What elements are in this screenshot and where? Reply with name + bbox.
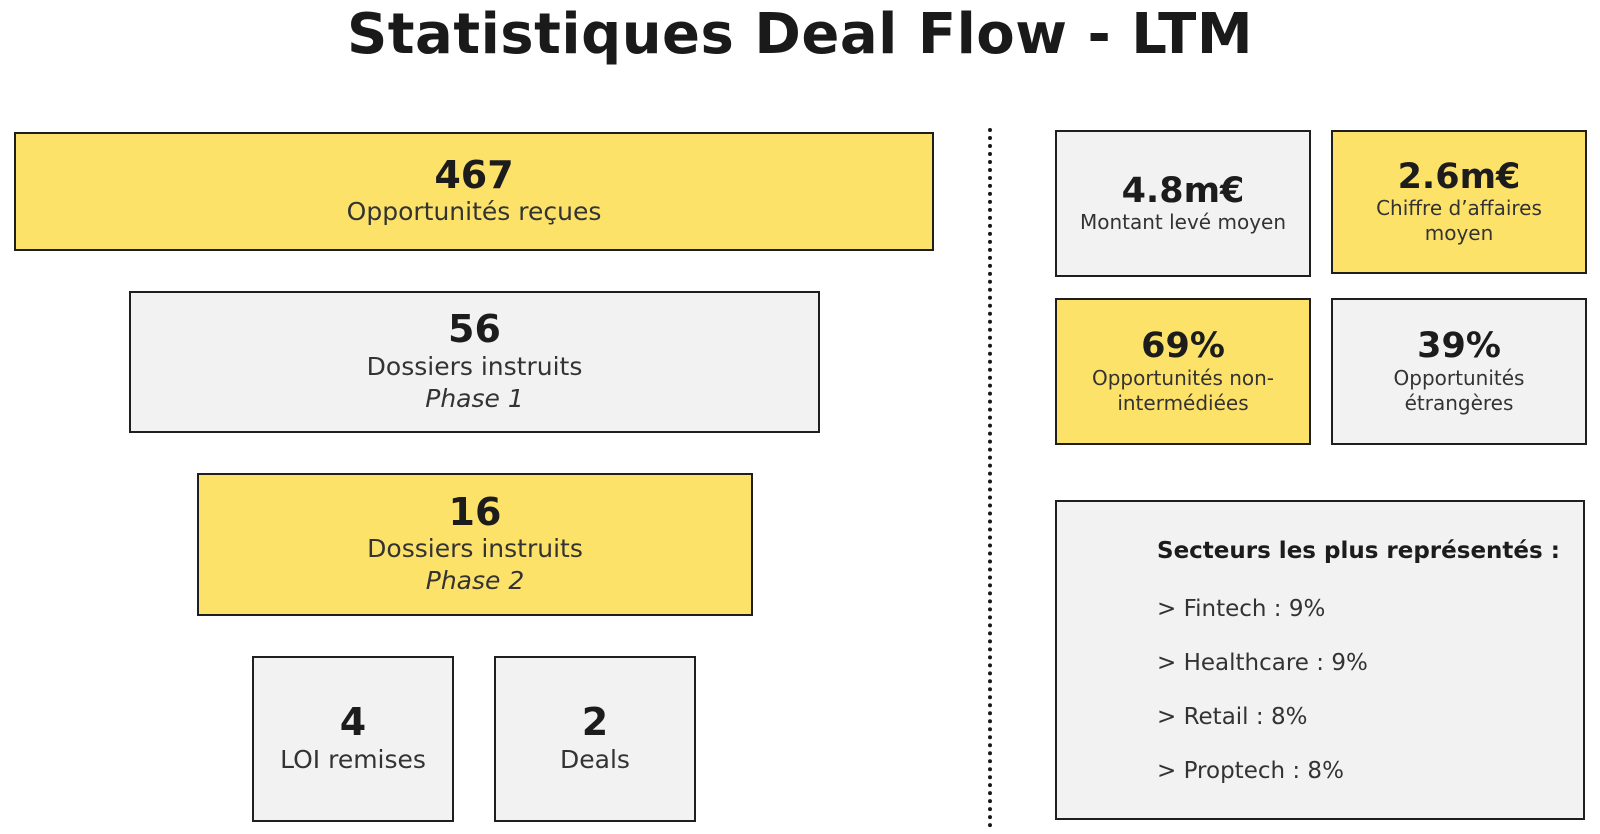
stat-label: Opportunités étrangères: [1393, 365, 1525, 415]
stat-label: Chiffre d’affaires moyen: [1376, 196, 1542, 246]
funnel-value: 16: [448, 489, 502, 534]
stat-label: Opportunités non-intermédiées: [1091, 365, 1275, 415]
stat-value: 39%: [1417, 326, 1501, 367]
sectors-heading: Secteurs les plus représentés :: [1157, 538, 1560, 564]
funnel-value: 467: [434, 152, 514, 197]
funnel-value: 4: [339, 700, 367, 745]
sectors-list: > Fintech : 9% > Healthcare : 9% > Retai…: [1157, 592, 1368, 808]
stat-foreign: 39% Opportunités étrangères: [1331, 298, 1587, 445]
funnel-deals: 2 Deals: [494, 656, 696, 822]
page-title: Statistiques Deal Flow - LTM: [346, 2, 1254, 67]
dotted-divider: [988, 128, 992, 828]
sectors-box: Secteurs les plus représentés : > Fintec…: [1055, 500, 1585, 820]
funnel-label: Opportunités reçues: [346, 197, 602, 227]
funnel-label: LOI remises: [280, 744, 426, 774]
stat-non-intermediated: 69% Opportunités non-intermédiées: [1055, 298, 1311, 445]
list-item: > Fintech : 9%: [1157, 596, 1326, 622]
list-item: > Proptech : 8%: [1157, 758, 1344, 784]
stat-average-revenue: 2.6m€ Chiffre d’affaires moyen: [1331, 130, 1587, 274]
funnel-opportunities-received: 467 Opportunités reçues: [14, 132, 934, 251]
funnel-phase-1: 56 Dossiers instruits Phase 1: [129, 291, 820, 433]
stat-value: 2.6m€: [1397, 156, 1521, 197]
stat-label: Montant levé moyen: [1079, 210, 1287, 235]
stat-average-raised: 4.8m€ Montant levé moyen: [1055, 130, 1311, 277]
funnel-phase: Phase 2: [425, 566, 525, 596]
funnel-phase: Phase 1: [425, 383, 524, 413]
funnel-value: 56: [448, 307, 501, 352]
funnel-loi: 4 LOI remises: [252, 656, 454, 822]
funnel-label: Deals: [560, 744, 630, 774]
stat-value: 69%: [1141, 326, 1225, 367]
funnel-phase-2: 16 Dossiers instruits Phase 2: [197, 473, 753, 616]
list-item: > Retail : 8%: [1157, 704, 1308, 730]
funnel-label: Dossiers instruits: [367, 534, 583, 564]
list-item: > Healthcare : 9%: [1157, 650, 1368, 676]
stat-value: 4.8m€: [1121, 170, 1245, 211]
funnel-label: Dossiers instruits: [366, 351, 583, 381]
funnel-value: 2: [581, 700, 609, 745]
